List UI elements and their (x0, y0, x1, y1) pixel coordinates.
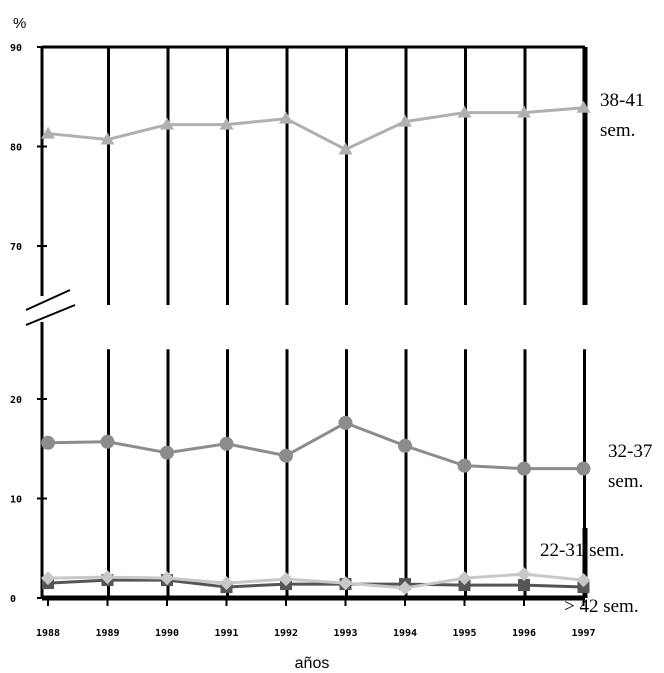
data-point-circle (517, 461, 531, 476)
data-point-diamond (219, 576, 234, 591)
y-tick-label: 70 (10, 242, 22, 253)
data-point-circle (41, 435, 55, 450)
data-point-circle (576, 461, 591, 476)
data-point-circle (457, 458, 472, 473)
data-point-triangle (279, 111, 293, 124)
data-point-diamond (457, 571, 472, 586)
data-point-circle (219, 436, 234, 451)
data-point-diamond (338, 576, 353, 591)
x-tick-label: 1990 (155, 628, 179, 639)
axis-break-mark (25, 289, 71, 311)
series-line-2 (47, 572, 584, 590)
x-tick-label: 1988 (36, 628, 60, 639)
data-point-diamond (160, 571, 174, 586)
y-tick-label: 80 (10, 143, 22, 154)
y-tick-label: 0 (10, 594, 16, 605)
x-tick-label: 1995 (452, 628, 476, 639)
series-label-2: 22-31 sem. (540, 540, 624, 561)
series-label-0: sem. (600, 120, 635, 141)
series-line-0 (47, 106, 584, 152)
x-tick-label: 1992 (274, 628, 298, 639)
y-tick-label: 10 (10, 495, 22, 506)
data-point-triangle (517, 105, 531, 118)
series-line-1 (47, 421, 584, 471)
series-label-3: > 42 sem. (564, 596, 639, 617)
series-label-1: 32-37 (608, 441, 652, 462)
x-axis-label: años (295, 655, 330, 672)
y-tick-label: 90 (10, 43, 22, 54)
data-point-circle (100, 434, 115, 449)
x-tick-label: 1991 (214, 628, 238, 639)
data-point-square (518, 579, 530, 592)
data-point-triangle (41, 126, 55, 139)
x-tick-label: 1994 (393, 628, 417, 639)
data-point-diamond (576, 573, 591, 588)
x-tick-label: 1997 (571, 628, 595, 639)
series-label-1: sem. (608, 471, 643, 492)
data-point-circle (279, 448, 293, 463)
axis-break-mark (25, 304, 76, 326)
data-point-diamond (398, 581, 412, 596)
data-point-triangle (576, 100, 591, 113)
data-point-triangle (219, 117, 234, 130)
series-line-3 (47, 578, 584, 589)
data-point-diamond (279, 572, 293, 587)
data-point-diamond (517, 567, 531, 582)
data-point-diamond (41, 571, 55, 586)
series-label-0: 38-41 (600, 90, 644, 111)
data-point-circle (338, 415, 353, 430)
data-point-diamond (100, 570, 115, 585)
data-point-circle (160, 445, 174, 460)
y-axis-label: % (13, 15, 26, 32)
x-tick-label: 1996 (512, 628, 536, 639)
y-tick-label: 20 (10, 395, 22, 406)
data-point-triangle (398, 114, 412, 127)
data-point-triangle (100, 132, 115, 145)
x-tick-label: 1993 (333, 628, 357, 639)
data-point-triangle (160, 117, 174, 130)
x-tick-label: 1989 (95, 628, 119, 639)
data-point-triangle (457, 105, 472, 118)
data-point-triangle (338, 142, 353, 155)
data-point-circle (398, 438, 412, 453)
